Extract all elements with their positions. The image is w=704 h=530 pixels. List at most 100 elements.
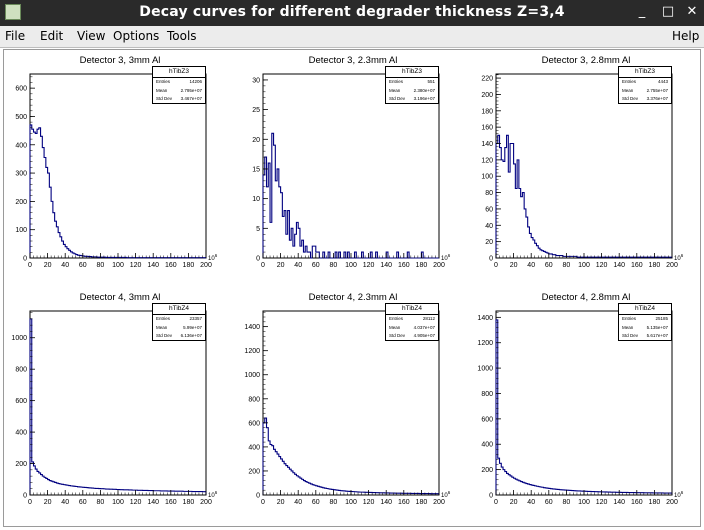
stats-box-name: hTibZ4 <box>619 305 671 315</box>
x-tick-label: 80 <box>563 262 571 269</box>
stats-std-dev-label: Std Dev <box>156 333 173 338</box>
histogram-pad-4[interactable]: Detector 4, 3mm Al 0 20 40 60 80 100 120 140 160 1… <box>4 287 236 524</box>
x-tick-label: 160 <box>631 499 643 506</box>
y-tick-label: 600 <box>481 416 493 423</box>
stats-box[interactable]: hTibZ4 Entries 23357 Mean 5.99e+07 Std Dev 6.1… <box>152 303 206 341</box>
pad-title: Detector 3, 2.8mm Al <box>541 55 631 66</box>
close-button[interactable]: ✕ <box>686 4 698 19</box>
stats-entries: Entries 551 <box>389 79 435 85</box>
x-tick-label: 160 <box>398 499 410 506</box>
stats-box[interactable]: hTibZ3 Entries 14206 Mean 2.795e+07 Std Dev 3.… <box>152 66 206 104</box>
y-tick-label: 40 <box>485 223 493 230</box>
x-tick-label: 0 <box>494 499 498 506</box>
menu-options[interactable]: Options <box>113 29 160 43</box>
stats-mean: Mean 5.99e+07 <box>156 325 202 331</box>
stats-mean-value: 5.135e+07 <box>646 324 668 330</box>
stats-std-dev-label: Std Dev <box>156 96 173 101</box>
x-tick-label: 40 <box>527 262 535 269</box>
stats-mean-label: Mean <box>389 324 401 330</box>
minimize-button[interactable]: _ <box>638 4 646 19</box>
y-tick-label: 200 <box>481 92 493 99</box>
menu-tools[interactable]: Tools <box>167 29 197 43</box>
x-tick-label: 80 <box>563 499 571 506</box>
histogram-pad-3[interactable]: Detector 3, 2.8mm Al 0 20 40 60 80 100 120 140 16… <box>470 50 702 287</box>
histogram-plot: 0 20 40 60 80 100 120 140 160 180 2001060100200300… <box>15 73 218 269</box>
histogram-series <box>262 132 439 259</box>
x-tick-label: 120 <box>596 499 608 506</box>
x-tick-label: 140 <box>380 262 392 269</box>
y-tick-label: 20 <box>485 239 493 246</box>
menu-help[interactable]: Help <box>672 29 700 43</box>
x-tick-label: 180 <box>649 262 661 269</box>
histogram-pad-2[interactable]: Detector 3, 2.3mm Al 0 20 40 60 80 100 120 140 16… <box>237 50 469 287</box>
menu-file[interactable]: File <box>5 29 26 43</box>
stats-entries-label: Entries <box>156 79 171 84</box>
histogram-series <box>262 417 440 495</box>
histogram-pad-6[interactable]: Detector 4, 2.8mm Al 0 20 40 60 80 100 120 140 16… <box>470 287 702 524</box>
y-tick-label: 25 <box>252 107 260 114</box>
stats-entries-value: 23357 <box>189 316 202 321</box>
x-tick-label: 140 <box>147 499 159 506</box>
x-exponent-label: 106 <box>208 253 218 262</box>
stats-entries: Entries 28112 <box>389 316 435 322</box>
pad-title: Detector 4, 2.8mm Al <box>541 292 631 303</box>
y-tick-label: 1400 <box>244 324 260 331</box>
stats-mean-value: 2.380e+07 <box>413 87 435 93</box>
stats-std-dev: Std Dev 3.376e+07 <box>622 96 668 102</box>
x-tick-label: 200 <box>200 499 212 506</box>
pad-title: Detector 3, 3mm Al <box>79 55 161 66</box>
window-titlebar[interactable]: Decay curves for different degrader thic… <box>0 0 704 26</box>
stats-box[interactable]: hTibZ3 Entries 4443 Mean 2.755e+07 Std Dev 3.3… <box>618 66 672 104</box>
x-tick-label: 180 <box>416 499 428 506</box>
x-tick-label: 120 <box>363 262 375 269</box>
x-tick-label: 200 <box>200 262 212 269</box>
histogram-pad-1[interactable]: Detector 3, 3mm Al 0 20 40 60 80 100 120 140 160 1… <box>4 50 236 287</box>
stats-box[interactable]: hTibZ3 Entries 551 Mean 2.380e+07 Std Dev 3.19… <box>385 66 439 104</box>
stats-box-name: hTibZ3 <box>619 68 671 78</box>
x-tick-label: 0 <box>261 262 265 269</box>
y-tick-label: 180 <box>481 108 493 115</box>
y-tick-label: 100 <box>15 227 27 234</box>
menu-edit[interactable]: Edit <box>40 29 64 43</box>
x-tick-label: 100 <box>578 499 590 506</box>
stats-entries-label: Entries <box>156 316 171 321</box>
x-tick-label: 80 <box>97 262 105 269</box>
x-tick-label: 180 <box>416 262 428 269</box>
x-tick-label: 20 <box>44 499 52 506</box>
x-tick-label: 180 <box>649 499 661 506</box>
histogram-plot: 0 20 40 60 80 100 120 140 160 180 2001060200400600… <box>244 310 451 506</box>
stats-entries-value: 551 <box>427 79 435 84</box>
stats-entries-label: Entries <box>622 79 637 84</box>
x-tick-label: 160 <box>165 262 177 269</box>
x-tick-label: 100 <box>578 262 590 269</box>
x-tick-label: 100 <box>112 499 124 506</box>
stats-entries: Entries 14206 <box>156 79 202 85</box>
maximize-button[interactable]: □ <box>661 4 675 19</box>
x-tick-label: 100 <box>345 499 357 506</box>
stats-box[interactable]: hTibZ4 Entries 28112 Mean 4.037e+07 Std Dev 4.… <box>385 303 439 341</box>
stats-std-dev: Std Dev 6.136e+07 <box>156 333 202 339</box>
y-tick-label: 600 <box>15 86 27 93</box>
x-tick-label: 140 <box>613 499 625 506</box>
histogram-plot: 0 20 40 60 80 100 120 140 160 180 2001060204060801… <box>481 73 684 269</box>
pad-title: Detector 3, 2.3mm Al <box>308 55 398 66</box>
x-tick-label: 0 <box>494 262 498 269</box>
y-tick-label: 0 <box>23 256 27 263</box>
y-tick-label: 20 <box>252 137 260 144</box>
x-tick-label: 100 <box>345 262 357 269</box>
root-canvas[interactable]: Detector 3, 3mm Al 0 20 40 60 80 100 120 140 160 1… <box>3 49 701 527</box>
x-tick-label: 60 <box>545 262 553 269</box>
stats-std-dev-value: 4.905e+07 <box>413 333 435 338</box>
stats-box[interactable]: hTibZ4 Entries 25185 Mean 5.135e+07 Std Dev 5.… <box>618 303 672 341</box>
x-tick-label: 60 <box>79 499 87 506</box>
x-tick-label: 20 <box>510 499 518 506</box>
menu-view[interactable]: View <box>77 29 106 43</box>
histogram-pad-5[interactable]: Detector 4, 2.3mm Al 0 20 40 60 80 100 120 140 16… <box>237 287 469 524</box>
x-tick-label: 60 <box>79 262 87 269</box>
y-tick-label: 100 <box>481 174 493 181</box>
y-tick-label: 15 <box>252 166 260 173</box>
stats-mean-label: Mean <box>622 87 634 93</box>
stats-std-dev-label: Std Dev <box>389 333 406 338</box>
stats-entries-label: Entries <box>389 316 404 321</box>
y-tick-label: 800 <box>248 396 260 403</box>
